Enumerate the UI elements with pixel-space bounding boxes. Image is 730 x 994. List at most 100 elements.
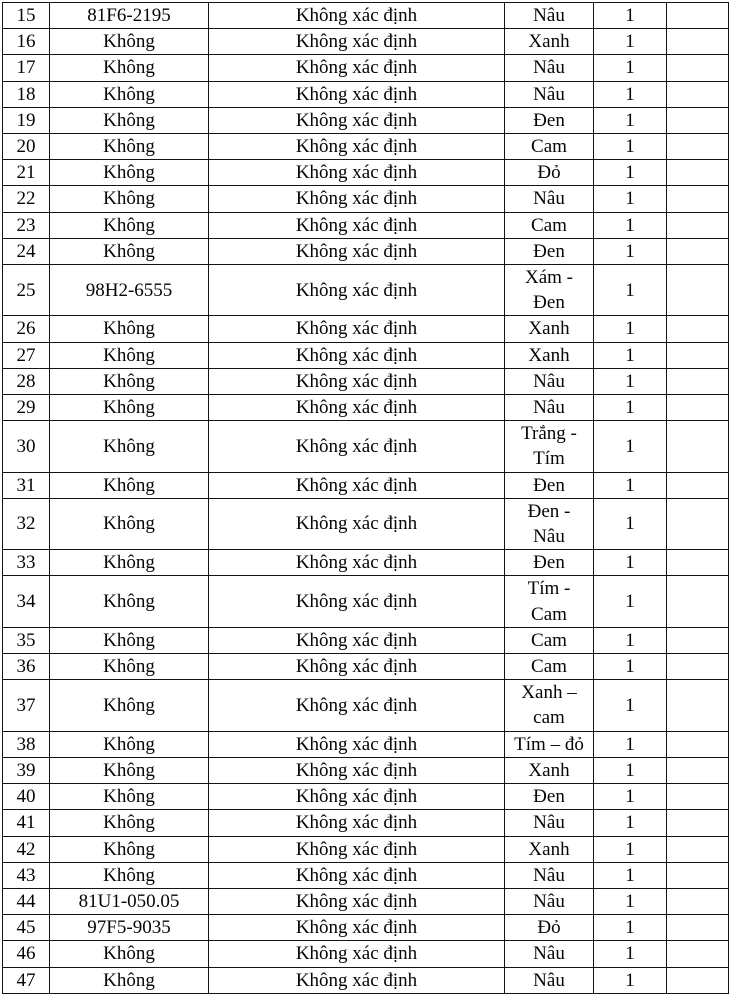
cell-status: Không xác định	[208, 756, 505, 785]
cell-row-number: 25	[2, 264, 50, 317]
cell-note	[666, 575, 729, 628]
cell-note	[666, 264, 729, 317]
cell-row-number: 40	[2, 783, 50, 811]
cell-count: 1	[593, 106, 667, 135]
cell-color: Đỏ	[504, 159, 594, 187]
cell-count: 1	[593, 159, 667, 187]
cell-note	[666, 341, 729, 369]
cell-row-number: 37	[2, 679, 50, 732]
cell-plate: Không	[49, 549, 209, 577]
cell-plate: Không	[49, 575, 209, 628]
cell-color: Cam	[504, 211, 594, 239]
cell-note	[666, 471, 729, 499]
cell-row-number: 21	[2, 159, 50, 187]
cell-row-number: 46	[2, 940, 50, 968]
cell-color: Tím – đỏ	[504, 730, 594, 758]
cell-row-number: 17	[2, 54, 50, 82]
cell-count: 1	[593, 940, 667, 968]
cell-plate: Không	[49, 809, 209, 837]
cell-count: 1	[593, 133, 667, 161]
cell-plate: Không	[49, 341, 209, 369]
cell-note	[666, 54, 729, 82]
cell-count: 1	[593, 861, 667, 889]
cell-row-number: 20	[2, 133, 50, 161]
cell-color: Xanh	[504, 28, 594, 56]
cell-status: Không xác định	[208, 420, 505, 473]
cell-status: Không xác định	[208, 1, 505, 30]
cell-status: Không xác định	[208, 914, 505, 942]
cell-plate: Không	[49, 730, 209, 758]
cell-status: Không xác định	[208, 730, 505, 758]
cell-row-number: 42	[2, 835, 50, 863]
cell-count: 1	[593, 420, 667, 473]
cell-note	[666, 835, 729, 863]
cell-status: Không xác định	[208, 264, 505, 317]
cell-color: Nâu	[504, 809, 594, 837]
cell-note	[666, 809, 729, 837]
cell-note	[666, 211, 729, 239]
cell-plate: Không	[49, 497, 209, 551]
cell-color: Cam	[504, 653, 594, 681]
cell-row-number: 43	[2, 861, 50, 889]
cell-count: 1	[593, 185, 667, 213]
cell-note	[666, 80, 729, 108]
cell-count: 1	[593, 809, 667, 837]
cell-status: Không xác định	[208, 367, 505, 396]
cell-count: 1	[593, 626, 667, 655]
cell-count: 1	[593, 783, 667, 811]
cell-color: Cam	[504, 133, 594, 161]
cell-note	[666, 626, 729, 655]
cell-status: Không xác định	[208, 159, 505, 187]
cell-count: 1	[593, 497, 667, 551]
cell-note	[666, 887, 729, 916]
table-row: 21 Không Không xác định Đỏ 1	[2, 159, 729, 187]
cell-status: Không xác định	[208, 80, 505, 108]
cell-plate: 97F5-9035	[49, 914, 209, 942]
cell-color: Đen	[504, 106, 594, 135]
cell-plate: Không	[49, 367, 209, 396]
cell-status: Không xác định	[208, 497, 505, 551]
cell-plate: Không	[49, 133, 209, 161]
table-row: 46 Không Không xác định Nâu 1	[2, 940, 729, 968]
cell-plate: Không	[49, 626, 209, 655]
cell-note	[666, 106, 729, 135]
table-row: 29 Không Không xác định Nâu 1	[2, 394, 729, 422]
cell-row-number: 34	[2, 575, 50, 628]
cell-status: Không xác định	[208, 133, 505, 161]
cell-row-number: 18	[2, 80, 50, 108]
cell-status: Không xác định	[208, 211, 505, 239]
table-row: 17 Không Không xác định Nâu 1	[2, 54, 729, 82]
cell-note	[666, 28, 729, 56]
cell-note	[666, 1, 729, 30]
cell-plate: Không	[49, 783, 209, 811]
table-row: 34 Không Không xác định Tím - Cam 1	[2, 575, 729, 628]
table-row: 18 Không Không xác định Nâu 1	[2, 80, 729, 108]
table-row: 19 Không Không xác định Đen 1	[2, 106, 729, 135]
cell-plate: Không	[49, 966, 209, 994]
cell-status: Không xác định	[208, 835, 505, 863]
cell-color: Nâu	[504, 80, 594, 108]
cell-status: Không xác định	[208, 861, 505, 889]
cell-row-number: 33	[2, 549, 50, 577]
cell-plate: Không	[49, 471, 209, 499]
table-row: 43 Không Không xác định Nâu 1	[2, 861, 729, 889]
cell-status: Không xác định	[208, 315, 505, 343]
cell-row-number: 26	[2, 315, 50, 343]
cell-color: Cam	[504, 626, 594, 655]
cell-row-number: 39	[2, 756, 50, 785]
cell-color: Đỏ	[504, 914, 594, 942]
cell-note	[666, 420, 729, 473]
cell-color: Đen	[504, 549, 594, 577]
cell-status: Không xác định	[208, 106, 505, 135]
cell-row-number: 41	[2, 809, 50, 837]
cell-color: Xanh	[504, 835, 594, 863]
cell-plate: 81U1-050.05	[49, 887, 209, 916]
table-row: 47 Không Không xác định Nâu 1	[2, 966, 729, 994]
table-row: 44 81U1-050.05 Không xác định Nâu 1	[2, 887, 729, 916]
table-row: 30 Không Không xác định Trắng - Tím 1	[2, 420, 729, 473]
cell-count: 1	[593, 914, 667, 942]
cell-count: 1	[593, 756, 667, 785]
cell-color: Nâu	[504, 1, 594, 30]
